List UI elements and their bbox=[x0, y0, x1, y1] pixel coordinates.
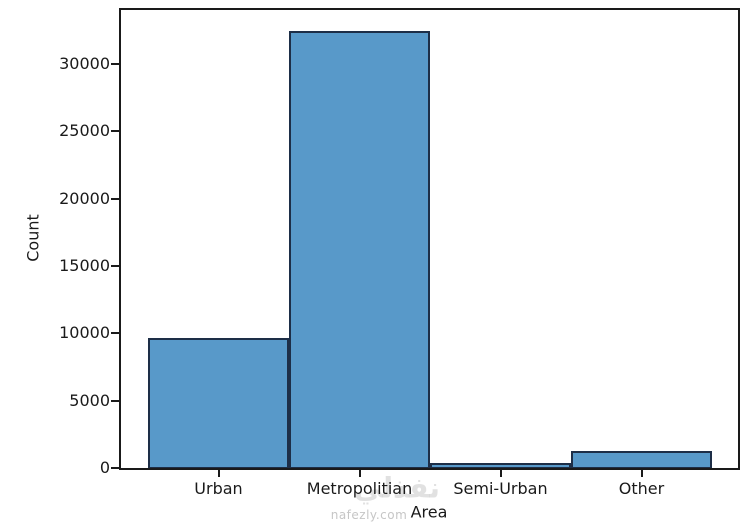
x-tick-mark bbox=[217, 470, 220, 477]
y-tick-mark bbox=[111, 399, 119, 402]
x-tick-label: Semi-Urban bbox=[453, 479, 548, 498]
y-tick-label: 20000 bbox=[59, 188, 110, 208]
bar-metropolitian bbox=[289, 31, 430, 468]
x-tick-mark bbox=[640, 470, 643, 477]
bar-urban bbox=[148, 338, 289, 468]
x-tick-mark bbox=[358, 470, 361, 477]
bar-other bbox=[571, 451, 712, 468]
y-tick-mark bbox=[111, 197, 119, 200]
watermark-site: nafezly.com bbox=[330, 508, 408, 522]
x-tick-mark bbox=[499, 470, 502, 477]
y-tick-label: 25000 bbox=[59, 121, 110, 141]
y-tick-mark bbox=[111, 332, 119, 335]
watermark-arabic: نفذلي bbox=[354, 471, 440, 505]
y-tick-mark bbox=[111, 467, 119, 469]
y-axis-label: Count bbox=[23, 214, 43, 262]
plot-area bbox=[119, 8, 740, 470]
y-tick-mark bbox=[111, 130, 119, 133]
y-tick-label: 10000 bbox=[59, 323, 110, 343]
y-tick-label: 15000 bbox=[59, 255, 110, 275]
y-tick-mark bbox=[111, 62, 119, 65]
x-tick-label: Other bbox=[618, 479, 665, 498]
bar-semi-urban bbox=[430, 463, 571, 468]
y-tick-label: 0 bbox=[99, 458, 110, 477]
y-tick-label: 5000 bbox=[69, 390, 110, 410]
y-tick-mark bbox=[111, 264, 119, 267]
x-tick-label: Urban bbox=[194, 479, 243, 498]
y-tick-label: 30000 bbox=[59, 53, 110, 73]
x-tick-label: Metropolitian bbox=[306, 479, 413, 498]
x-axis-label: Area bbox=[410, 502, 448, 522]
